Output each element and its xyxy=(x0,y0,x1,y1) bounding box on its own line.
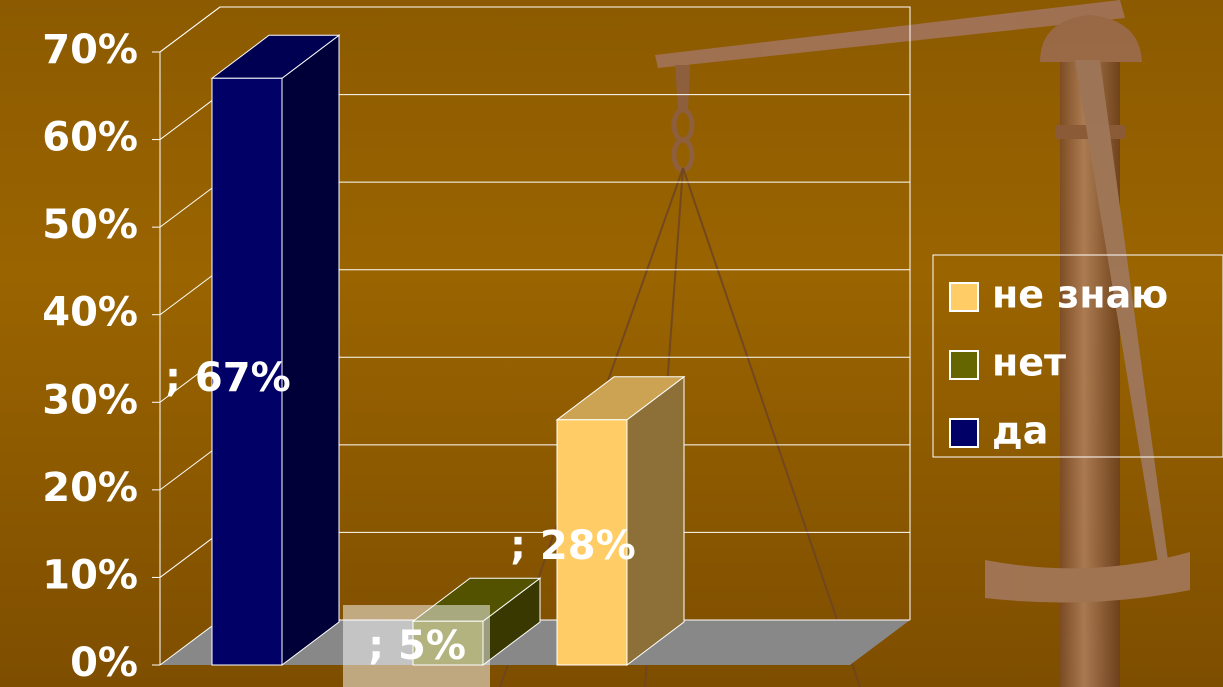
bar xyxy=(556,419,628,666)
grid-line xyxy=(159,94,221,140)
y-tick-label: 70% xyxy=(42,27,138,73)
grid-line xyxy=(159,532,221,578)
y-tick-label: 40% xyxy=(42,290,138,336)
legend-swatch xyxy=(949,282,979,312)
value-label: ; 5% xyxy=(368,623,466,669)
bar-side xyxy=(281,34,340,667)
legend-box xyxy=(932,254,1223,458)
value-label: ; 67% xyxy=(165,355,291,401)
value-label-box xyxy=(343,605,490,687)
grid-line xyxy=(159,6,221,53)
legend-label: да xyxy=(992,409,1048,453)
grid-line xyxy=(159,181,221,228)
bar-side xyxy=(626,375,685,667)
y-tick-label: 20% xyxy=(42,465,138,511)
y-tick-label: 50% xyxy=(42,202,138,248)
grid-line xyxy=(159,619,221,666)
legend-label: не знаю xyxy=(992,273,1168,317)
plot: 0% 10% 20% 30% 40% 50% 60% 70% ; 67% ; 5% ; 28% xyxy=(42,6,911,687)
grid-line xyxy=(159,444,221,491)
grid-line xyxy=(159,269,221,316)
grid-line xyxy=(159,356,221,403)
legend-label: нет xyxy=(992,341,1066,385)
bar xyxy=(211,77,283,666)
y-tick-label: 60% xyxy=(42,115,138,161)
legend-swatch xyxy=(949,350,979,380)
y-tick-label: 10% xyxy=(42,552,138,598)
y-tick-label: 0% xyxy=(70,640,138,686)
legend-swatch xyxy=(949,418,979,448)
y-tick-label: 30% xyxy=(42,377,138,423)
value-label: ; 28% xyxy=(510,523,636,569)
